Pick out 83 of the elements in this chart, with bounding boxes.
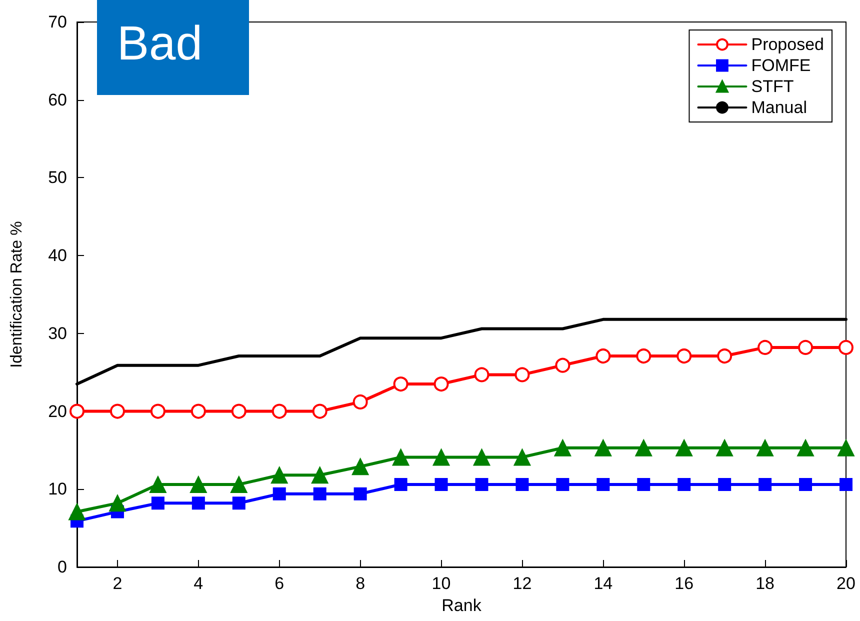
point <box>475 478 488 491</box>
point <box>352 458 369 476</box>
point <box>432 448 450 466</box>
x-tick-label: 10 <box>432 574 451 593</box>
point <box>594 439 612 456</box>
x-tick-label: 2 <box>112 574 122 593</box>
point <box>394 478 408 491</box>
point <box>190 404 206 419</box>
point <box>797 439 814 456</box>
point <box>555 358 570 373</box>
point <box>799 478 812 491</box>
y-tick-label: 20 <box>48 402 67 421</box>
x-tick-label: 6 <box>274 574 284 593</box>
y-tick-label: 50 <box>48 168 67 188</box>
point <box>68 503 86 520</box>
y-tick-label: 70 <box>48 12 67 32</box>
y-tick-label: 10 <box>48 480 67 499</box>
point <box>758 478 772 491</box>
point <box>474 367 490 382</box>
point <box>434 376 449 392</box>
legend-label: FOMFE <box>751 56 811 75</box>
point <box>230 476 248 493</box>
point <box>232 496 246 510</box>
legend-label: STFT <box>751 77 794 96</box>
point <box>596 348 611 364</box>
point <box>311 466 328 484</box>
x-axis-title: Rank <box>442 596 482 615</box>
point <box>718 478 732 491</box>
annotation: Bad <box>117 18 202 70</box>
point <box>716 439 734 456</box>
point <box>108 494 126 512</box>
point <box>272 487 286 500</box>
point <box>514 367 530 382</box>
point <box>556 478 570 491</box>
point <box>596 478 610 491</box>
point <box>758 340 773 355</box>
point <box>313 487 326 500</box>
y-axis-title: Identification Rate % <box>8 221 26 368</box>
legend-label: Manual <box>751 98 807 117</box>
point <box>192 496 205 510</box>
point <box>151 496 164 510</box>
point <box>392 448 410 466</box>
point <box>756 439 774 456</box>
point <box>272 404 287 419</box>
point <box>393 376 408 392</box>
point <box>717 348 732 364</box>
y-tick-label: 30 <box>48 324 67 343</box>
point <box>312 404 328 419</box>
point <box>190 476 207 493</box>
point <box>676 439 693 456</box>
point <box>231 404 246 419</box>
point <box>554 439 572 456</box>
point <box>636 348 652 364</box>
y-tick-label: 0 <box>58 558 67 576</box>
point <box>150 404 166 419</box>
y-tick-label: 60 <box>48 90 67 110</box>
point <box>514 448 531 466</box>
point <box>352 394 368 410</box>
point <box>798 340 814 355</box>
point <box>354 487 367 500</box>
x-tick-label: 18 <box>756 574 775 593</box>
point <box>270 466 288 484</box>
legend-label: Proposed <box>751 35 824 54</box>
point <box>637 478 650 491</box>
point <box>840 478 852 491</box>
x-tick-label: 8 <box>356 574 366 593</box>
point <box>149 476 166 493</box>
point <box>516 478 529 491</box>
x-tick-label: 16 <box>674 574 694 593</box>
point <box>473 448 490 466</box>
point <box>635 439 652 456</box>
point <box>70 404 84 419</box>
x-tick-label: 20 <box>836 574 856 593</box>
x-tick-label: 14 <box>594 574 613 593</box>
point <box>838 439 854 456</box>
point <box>838 340 854 355</box>
y-tick-label: 40 <box>48 246 67 266</box>
point <box>678 478 691 491</box>
point <box>110 404 125 419</box>
x-tick-label: 4 <box>194 574 204 593</box>
x-tick-label: 12 <box>512 574 532 593</box>
point <box>434 478 448 491</box>
point <box>676 348 692 364</box>
